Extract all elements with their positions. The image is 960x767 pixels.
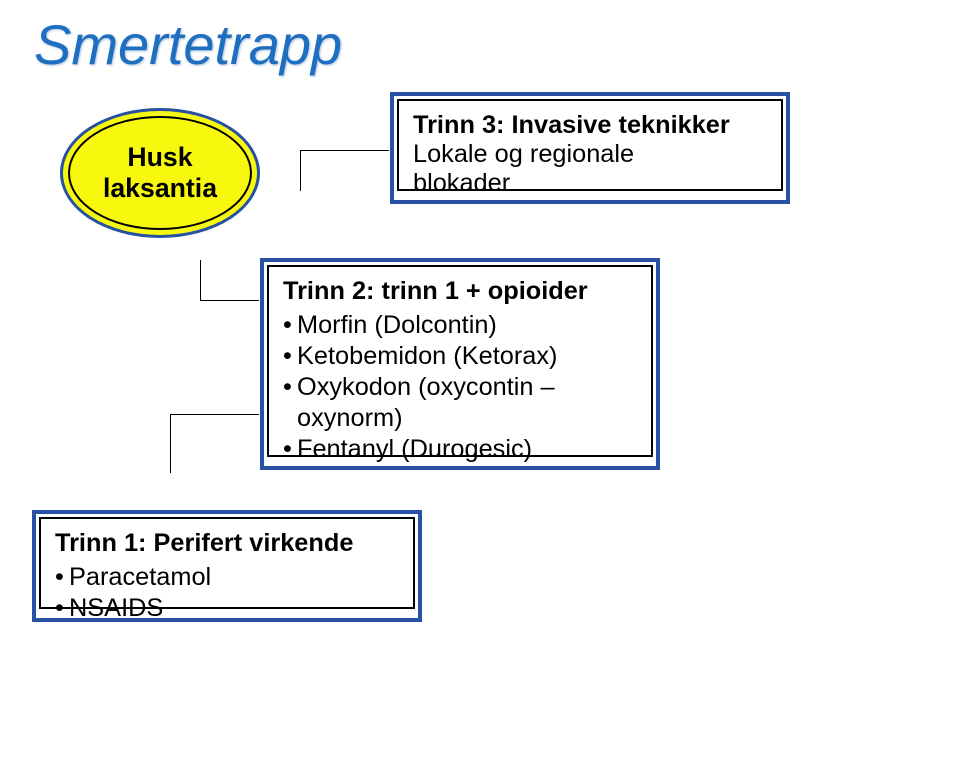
step2-inner: Trinn 2: trinn 1 + opioider Morfin (Dolc… bbox=[267, 265, 653, 457]
note-ellipse-inner: Husk laksantia bbox=[68, 116, 252, 230]
step3-inner: Trinn 3: Invasive teknikker Lokale og re… bbox=[397, 99, 783, 191]
note-ellipse-text: Husk laksantia bbox=[103, 142, 217, 203]
connector-step3 bbox=[300, 150, 389, 191]
step3-outer: Trinn 3: Invasive teknikker Lokale og re… bbox=[390, 92, 790, 204]
connector-step3-h bbox=[300, 150, 389, 151]
step2-bullet-4: Fentanyl (Durogesic) bbox=[283, 434, 637, 465]
page-title-text: Smertetrapp bbox=[34, 13, 342, 76]
connector-step3-v bbox=[300, 150, 301, 191]
step1-box: Trinn 1: Perifert virkende Paracetamol N… bbox=[32, 510, 422, 622]
step2-bullets: Morfin (Dolcontin) Ketobemidon (Ketorax)… bbox=[283, 310, 637, 464]
connector-step1-h bbox=[170, 414, 259, 415]
note-line2: laksantia bbox=[103, 173, 217, 203]
step1-bullet-1: Paracetamol bbox=[55, 562, 399, 593]
step1-outer: Trinn 1: Perifert virkende Paracetamol N… bbox=[32, 510, 422, 622]
step1-title: Trinn 1: Perifert virkende bbox=[55, 529, 399, 558]
step2-outer: Trinn 2: trinn 1 + opioider Morfin (Dolc… bbox=[260, 258, 660, 470]
connector-step1 bbox=[170, 414, 259, 473]
step1-inner: Trinn 1: Perifert virkende Paracetamol N… bbox=[39, 517, 415, 609]
step1-bullets: Paracetamol NSAIDS bbox=[55, 562, 399, 624]
connector-step1-v bbox=[170, 414, 171, 473]
step3-line1: Lokale og regionale bbox=[413, 140, 767, 169]
step2-bullet-2: Ketobemidon (Ketorax) bbox=[283, 341, 637, 372]
step2-bullet-1: Morfin (Dolcontin) bbox=[283, 310, 637, 341]
connector-step2-v bbox=[200, 260, 201, 301]
step1-bullet-2: NSAIDS bbox=[55, 593, 399, 624]
step3-body: Lokale og regionale blokader bbox=[413, 140, 767, 198]
note-line1: Husk bbox=[127, 142, 192, 172]
step3-title: Trinn 3: Invasive teknikker bbox=[413, 111, 767, 140]
note-ellipse: Husk laksantia bbox=[60, 108, 260, 238]
step3-line2: blokader bbox=[413, 169, 767, 198]
step2-bullet-3: Oxykodon (oxycontin – oxynorm) bbox=[283, 372, 637, 434]
step3-box: Trinn 3: Invasive teknikker Lokale og re… bbox=[390, 92, 790, 204]
step2-title: Trinn 2: trinn 1 + opioider bbox=[283, 277, 637, 306]
page-title: Smertetrapp bbox=[34, 12, 342, 77]
connector-step2-h bbox=[200, 300, 259, 301]
connector-step2 bbox=[200, 260, 259, 301]
note-ellipse-outer: Husk laksantia bbox=[60, 108, 260, 238]
step2-box: Trinn 2: trinn 1 + opioider Morfin (Dolc… bbox=[260, 258, 660, 470]
